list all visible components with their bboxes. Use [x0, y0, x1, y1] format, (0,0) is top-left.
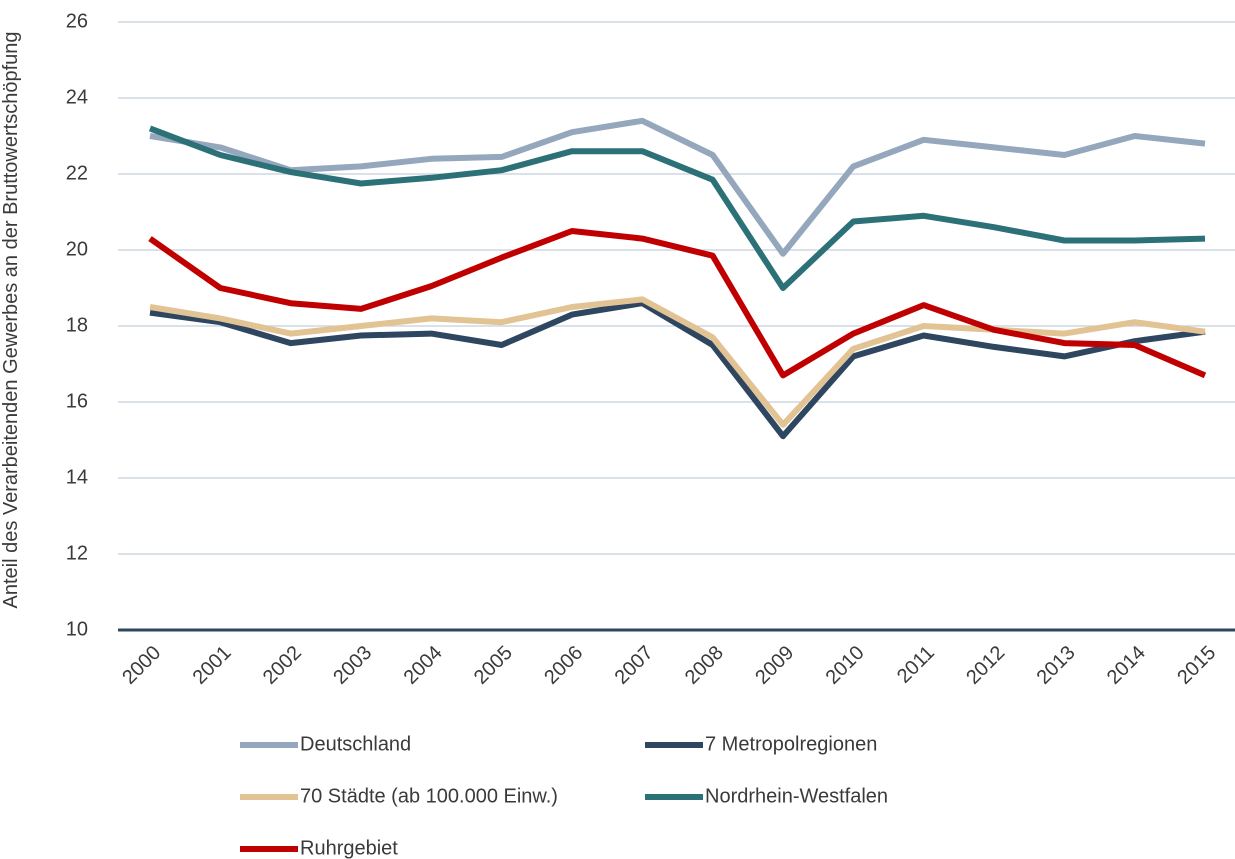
y-tick-label: 22 [66, 162, 88, 184]
x-tick-label: 2007 [611, 642, 658, 689]
x-tick-label: 2002 [259, 642, 306, 689]
line-series [148, 125, 1206, 291]
x-tick-label: 2014 [1103, 642, 1150, 689]
y-tick-label: 18 [66, 314, 88, 336]
x-tick-label: 2013 [1033, 642, 1080, 689]
legend-label: Ruhrgebiet [300, 837, 398, 859]
y-tick-label: 26 [66, 10, 88, 32]
legend-label: Deutschland [300, 733, 411, 755]
y-tick-label: 12 [66, 542, 88, 564]
y-tick-label: 16 [66, 390, 88, 412]
line-series [149, 296, 1206, 428]
x-tick-label: 2006 [540, 642, 587, 689]
x-tick-label: 2000 [118, 642, 165, 689]
line-series [149, 300, 1206, 440]
legend-label: Nordrhein-Westfalen [705, 785, 888, 807]
x-tick-label: 2004 [400, 642, 447, 689]
x-tick-label: 2009 [751, 642, 798, 689]
legend-label: 7 Metropolregionen [705, 733, 877, 755]
line-series [149, 117, 1206, 257]
x-tick-label: 2008 [681, 642, 728, 689]
legend-label: 70 Städte (ab 100.000 Einw.) [300, 785, 558, 807]
y-tick-label: 20 [66, 238, 88, 260]
x-tick-label: 2010 [822, 642, 869, 689]
x-tick-label: 2001 [189, 642, 236, 689]
x-tick-label: 2012 [962, 642, 1009, 689]
y-tick-label: 10 [66, 618, 88, 640]
x-tick-label: 2005 [470, 642, 517, 689]
y-tick-label: 14 [66, 466, 88, 488]
x-tick-label: 2011 [893, 642, 939, 688]
y-axis-label: Anteil des Verarbeitenden Gewerbes an de… [0, 31, 22, 609]
x-tick-label: 2003 [329, 642, 376, 689]
x-tick-label: 2015 [1173, 642, 1220, 689]
y-tick-label: 24 [66, 86, 88, 108]
line-series [148, 228, 1207, 379]
